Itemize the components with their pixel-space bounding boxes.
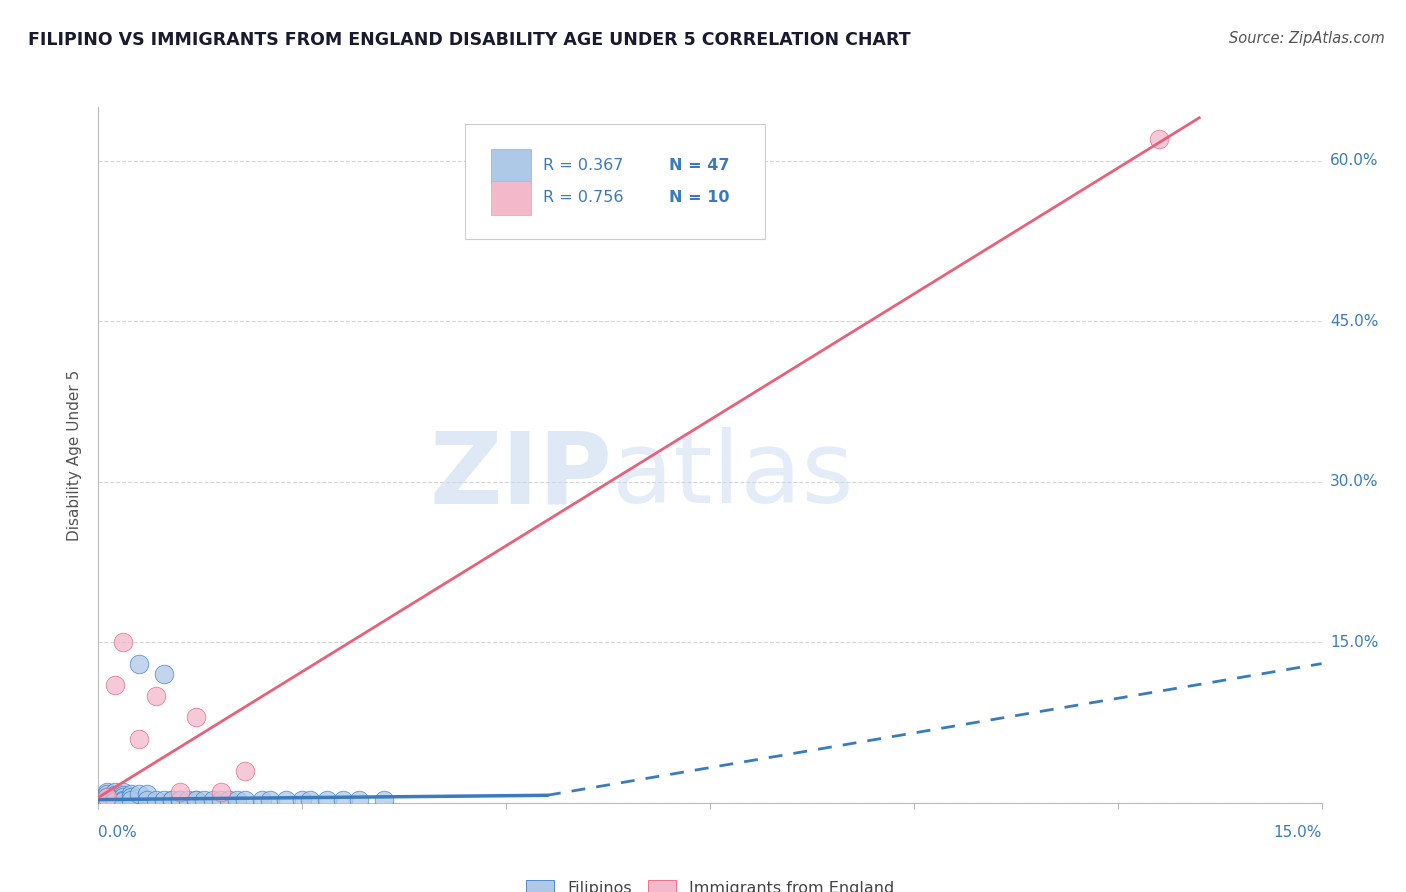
Point	[120, 790, 142, 805]
Point	[332, 792, 354, 806]
Point	[128, 731, 150, 746]
Point	[96, 790, 118, 805]
Point	[96, 787, 118, 801]
Point	[193, 792, 215, 806]
Point	[160, 792, 183, 806]
Point	[315, 792, 337, 806]
Point	[96, 794, 118, 808]
Point	[250, 792, 273, 806]
FancyBboxPatch shape	[491, 149, 531, 183]
Point	[136, 792, 159, 806]
Point	[152, 792, 174, 806]
Point	[104, 792, 127, 806]
Text: 45.0%: 45.0%	[1330, 314, 1378, 328]
Point	[111, 789, 134, 803]
Point	[177, 792, 200, 806]
Text: 0.0%: 0.0%	[98, 825, 138, 840]
Point	[152, 667, 174, 681]
Y-axis label: Disability Age Under 5: Disability Age Under 5	[67, 369, 83, 541]
Text: N = 47: N = 47	[669, 159, 730, 173]
Point	[145, 792, 167, 806]
Point	[111, 790, 134, 805]
Point	[186, 792, 208, 806]
Text: R = 0.367: R = 0.367	[543, 159, 623, 173]
Point	[226, 792, 249, 806]
Point	[96, 790, 118, 805]
Point	[136, 787, 159, 801]
Point	[274, 792, 297, 806]
Point	[259, 792, 281, 806]
Point	[120, 787, 142, 801]
Point	[186, 710, 208, 724]
Point	[111, 635, 134, 649]
Point	[104, 790, 127, 805]
Point	[96, 785, 118, 799]
FancyBboxPatch shape	[465, 124, 765, 239]
Point	[111, 785, 134, 799]
Point	[96, 792, 118, 806]
FancyBboxPatch shape	[491, 181, 531, 215]
Point	[169, 785, 191, 799]
Point	[128, 787, 150, 801]
Text: ZIP: ZIP	[429, 427, 612, 524]
Point	[373, 792, 395, 806]
Point	[233, 792, 256, 806]
Point	[291, 792, 314, 806]
Point	[349, 792, 371, 806]
Point	[218, 792, 240, 806]
Point	[169, 792, 191, 806]
Text: N = 10: N = 10	[669, 190, 730, 205]
Point	[104, 794, 127, 808]
Legend: Filipinos, Immigrants from England: Filipinos, Immigrants from England	[519, 873, 901, 892]
Text: 60.0%: 60.0%	[1330, 153, 1378, 168]
Point	[111, 792, 134, 806]
Point	[145, 689, 167, 703]
Text: 30.0%: 30.0%	[1330, 475, 1378, 489]
Point	[104, 678, 127, 692]
Point	[209, 792, 232, 806]
Point	[201, 792, 224, 806]
Text: 15.0%: 15.0%	[1274, 825, 1322, 840]
Point	[233, 764, 256, 778]
Point	[299, 792, 322, 806]
Point	[186, 792, 208, 806]
Point	[209, 785, 232, 799]
Point	[120, 792, 142, 806]
Point	[104, 785, 127, 799]
Text: 15.0%: 15.0%	[1330, 635, 1378, 649]
Text: FILIPINO VS IMMIGRANTS FROM ENGLAND DISABILITY AGE UNDER 5 CORRELATION CHART: FILIPINO VS IMMIGRANTS FROM ENGLAND DISA…	[28, 31, 911, 49]
Point	[169, 792, 191, 806]
Point	[1147, 132, 1170, 146]
Text: atlas: atlas	[612, 427, 853, 524]
Point	[104, 789, 127, 803]
Point	[160, 792, 183, 806]
Point	[111, 794, 134, 808]
Text: Source: ZipAtlas.com: Source: ZipAtlas.com	[1229, 31, 1385, 46]
Text: R = 0.756: R = 0.756	[543, 190, 624, 205]
Point	[128, 657, 150, 671]
